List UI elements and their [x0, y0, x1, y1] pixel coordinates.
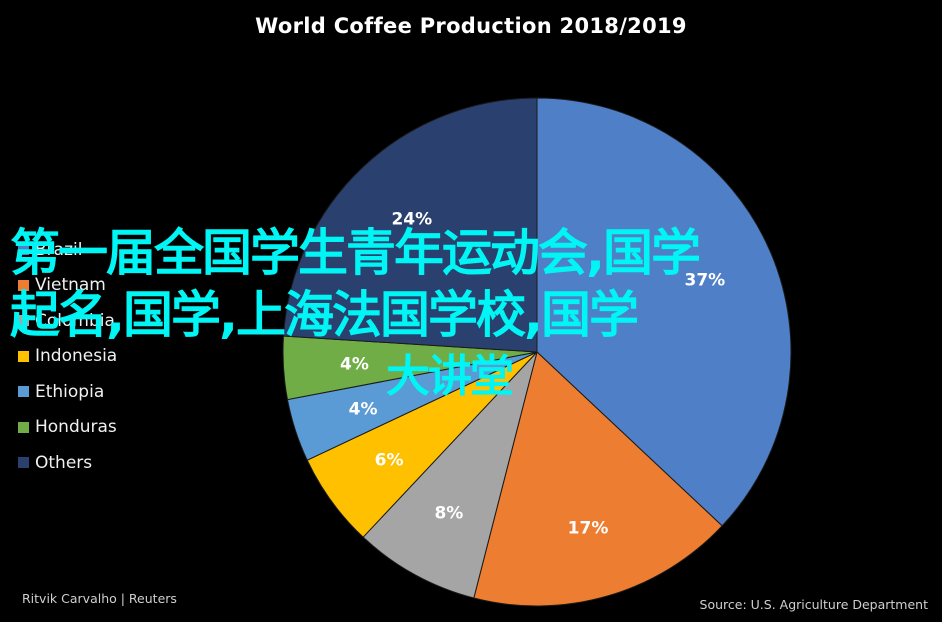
chart-title: World Coffee Production 2018/2019	[255, 14, 687, 38]
data-label-others: 24%	[391, 210, 432, 230]
legend-swatch	[18, 421, 29, 433]
legend-swatch	[18, 315, 29, 327]
data-label-brazil: 37%	[684, 270, 725, 290]
overlay-line-2: 起名,国学,上海法国学校,国学	[10, 286, 639, 344]
legend-item-brazil: Brazil	[18, 232, 117, 268]
legend-label: Brazil	[35, 239, 83, 260]
legend-item-indonesia: Indonesia	[18, 339, 117, 375]
overlay-line-3: 大讲堂	[386, 351, 514, 402]
legend-label: Ethiopia	[35, 381, 105, 402]
data-label-colombia: 8%	[434, 503, 463, 523]
watermark-text-overlay: 第一届全国学生青年运动会,国学 起名,国学,上海法国学校,国学 大讲堂	[10, 222, 910, 408]
pie-slice-others	[282, 97, 538, 353]
legend-swatch	[18, 457, 29, 469]
data-label-vietnam: 17%	[568, 519, 609, 539]
pie-slice-labels: 37% 17% 8% 6% 4% 4% 24%	[340, 210, 725, 539]
data-label-indonesia: 6%	[375, 450, 404, 470]
pie-slice-colombia	[362, 351, 538, 599]
legend-item-honduras: Honduras	[18, 410, 117, 446]
overlay-line-1: 第一届全国学生青年运动会,国学	[10, 224, 701, 282]
legend-label: Honduras	[35, 417, 117, 438]
legend-swatch	[18, 244, 29, 256]
legend-item-ethiopia: Ethiopia	[18, 374, 117, 410]
legend: Brazil Vietnam Colombia Indonesia Ethiopia Ho…	[18, 232, 117, 481]
pie-slice-vietnam	[473, 351, 723, 607]
legend-item-colombia: Colombia	[18, 303, 117, 339]
legend-label: Others	[35, 452, 93, 473]
pie-slice-brazil	[536, 97, 792, 527]
data-label-honduras: 4%	[340, 354, 369, 374]
legend-label: Vietnam	[35, 275, 106, 296]
legend-item-vietnam: Vietnam	[18, 268, 117, 304]
legend-swatch	[18, 350, 29, 362]
pie-slices	[282, 97, 792, 607]
legend-label: Colombia	[35, 310, 115, 331]
legend-swatch	[18, 386, 29, 398]
credit-text: Ritvik Carvalho | Reuters	[22, 591, 177, 606]
legend-item-others: Others	[18, 445, 117, 481]
legend-label: Indonesia	[35, 346, 118, 367]
legend-swatch	[18, 279, 29, 291]
source-text: Source: U.S. Agriculture Department	[699, 597, 928, 612]
data-label-ethiopia: 4%	[349, 400, 378, 420]
